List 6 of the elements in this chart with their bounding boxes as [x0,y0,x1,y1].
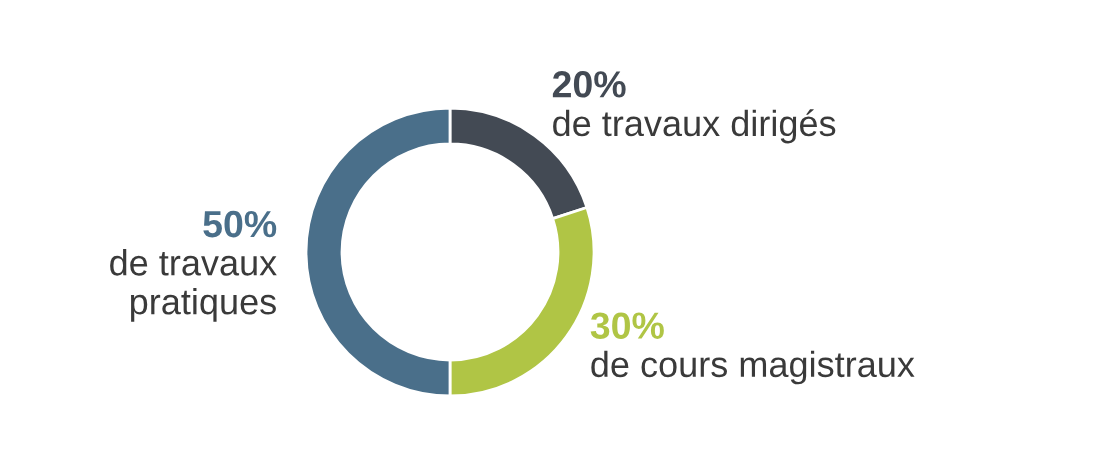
data-label: 20% [552,71,626,98]
data-label: 30% [590,312,664,340]
data-label: 50% [203,210,277,238]
slice-label: de cours magistraux [591,350,915,385]
slice-label: de travaux pratiques [110,249,277,322]
slice-label: de travaux dirigés [553,109,836,144]
